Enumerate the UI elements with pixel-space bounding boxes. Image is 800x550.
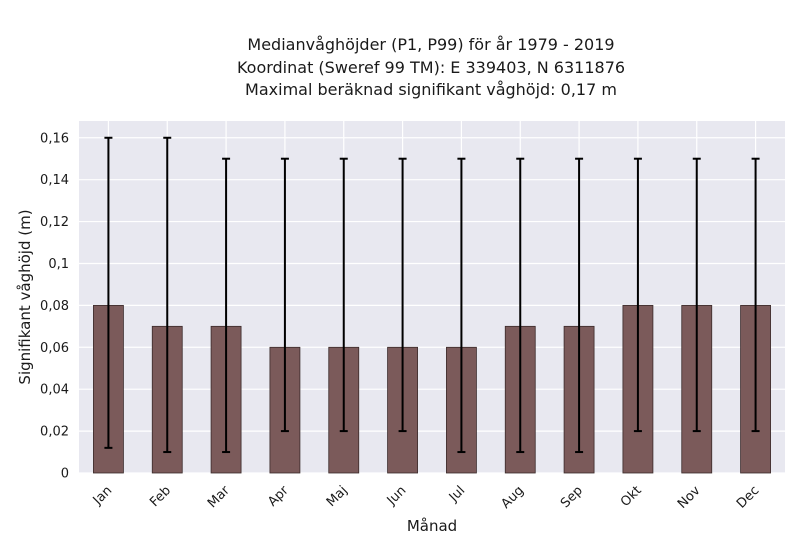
x-tick-label-okt: Okt bbox=[618, 483, 645, 510]
chart-title-line-3: Maximal beräknad signifikant våghöjd: 0,… bbox=[245, 80, 617, 99]
y-tick-label: 0,1 bbox=[48, 257, 69, 272]
y-axis-label: Signifikant våghöjd (m) bbox=[16, 209, 34, 384]
x-tick-label-jun: Jun bbox=[384, 483, 410, 509]
chart-title-line-1: Medianvåghöjder (P1, P99) för år 1979 - … bbox=[247, 35, 615, 54]
plot-background bbox=[79, 121, 785, 473]
y-tick-label: 0,02 bbox=[40, 425, 69, 440]
x-tick-label-maj: Maj bbox=[324, 483, 351, 510]
y-tick-label: 0,12 bbox=[40, 215, 69, 230]
x-tick-label-jan: Jan bbox=[90, 483, 115, 508]
x-tick-label-aug: Aug bbox=[499, 483, 528, 512]
y-tick-label: 0,08 bbox=[40, 299, 69, 314]
y-tick-label: 0,06 bbox=[40, 341, 69, 356]
x-tick-label-mar: Mar bbox=[205, 483, 233, 511]
y-tick-label: 0,04 bbox=[40, 383, 69, 398]
y-tick-label: 0 bbox=[61, 467, 69, 482]
x-tick-label-nov: Nov bbox=[675, 483, 704, 512]
x-tick-label-feb: Feb bbox=[147, 483, 174, 510]
chart-title-line-2: Koordinat (Sweref 99 TM): E 339403, N 63… bbox=[236, 58, 626, 77]
y-tick-label: 0,16 bbox=[40, 131, 69, 146]
x-tick-label-apr: Apr bbox=[265, 483, 292, 510]
y-tick-label: 0,14 bbox=[40, 173, 69, 188]
x-axis-label: Månad bbox=[407, 517, 457, 535]
x-tick-label-dec: Dec bbox=[734, 483, 762, 511]
x-tick-label-sep: Sep bbox=[558, 483, 586, 511]
x-tick-label-jul: Jul bbox=[446, 483, 468, 505]
